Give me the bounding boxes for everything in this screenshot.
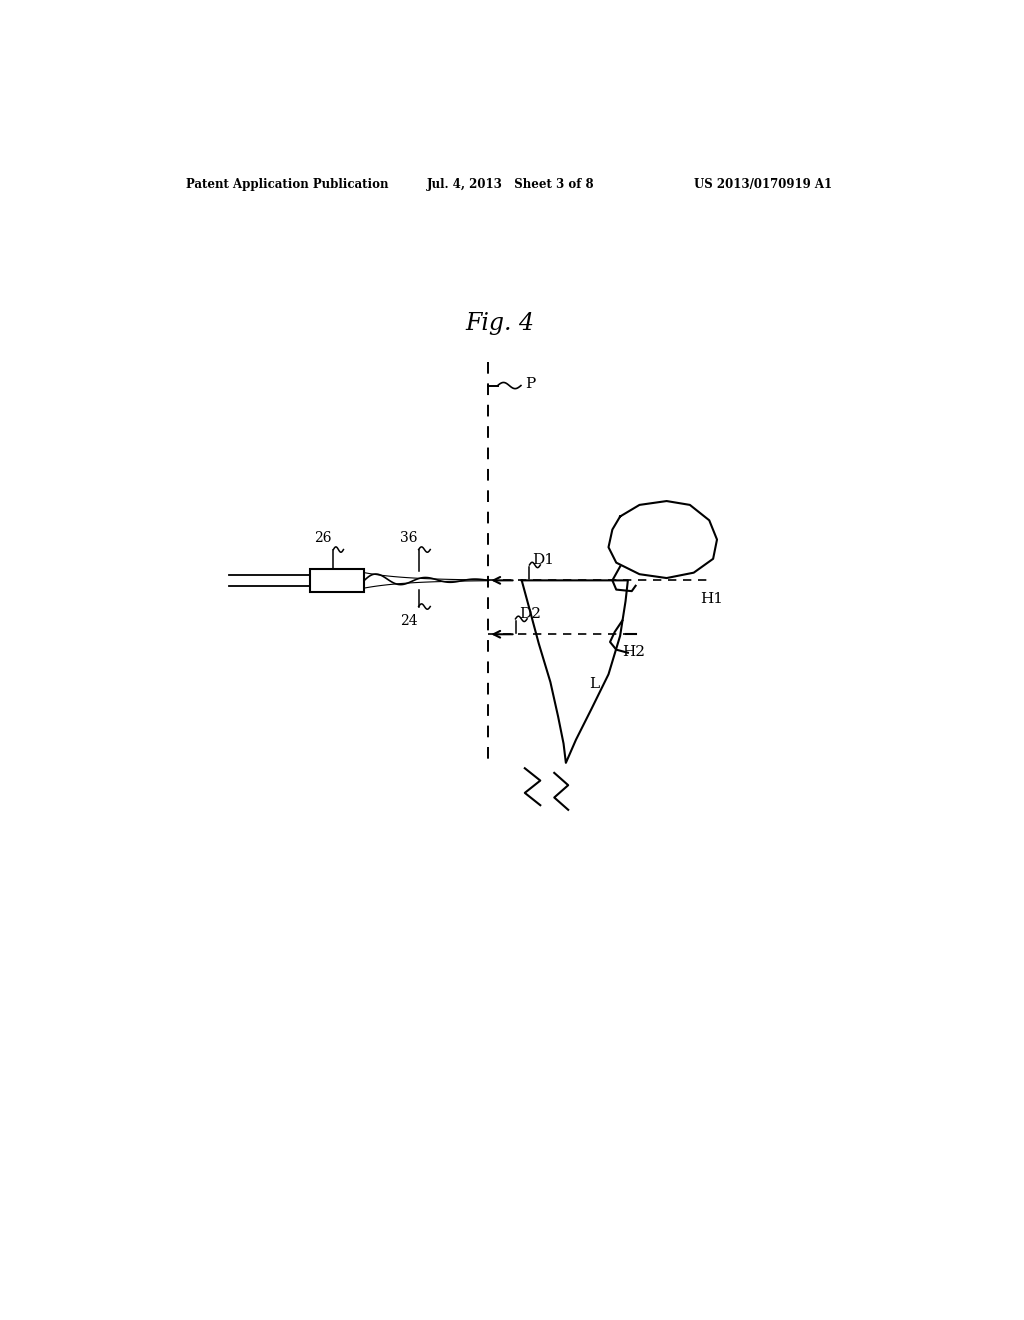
- Text: 24: 24: [399, 614, 418, 628]
- Text: L: L: [589, 677, 599, 692]
- Text: H2: H2: [623, 645, 645, 659]
- Text: Fig. 4: Fig. 4: [466, 313, 535, 335]
- Text: Patent Application Publication: Patent Application Publication: [186, 178, 389, 190]
- Text: D2: D2: [519, 607, 542, 622]
- Polygon shape: [521, 581, 628, 763]
- Text: US 2013/0170919 A1: US 2013/0170919 A1: [693, 178, 831, 190]
- Text: 36: 36: [399, 531, 418, 545]
- Text: D1: D1: [532, 553, 555, 568]
- Text: 26: 26: [314, 531, 332, 545]
- Polygon shape: [608, 502, 717, 578]
- FancyBboxPatch shape: [310, 569, 365, 591]
- Text: Jul. 4, 2013   Sheet 3 of 8: Jul. 4, 2013 Sheet 3 of 8: [426, 178, 594, 190]
- Text: P: P: [524, 378, 536, 391]
- Text: H1: H1: [700, 591, 723, 606]
